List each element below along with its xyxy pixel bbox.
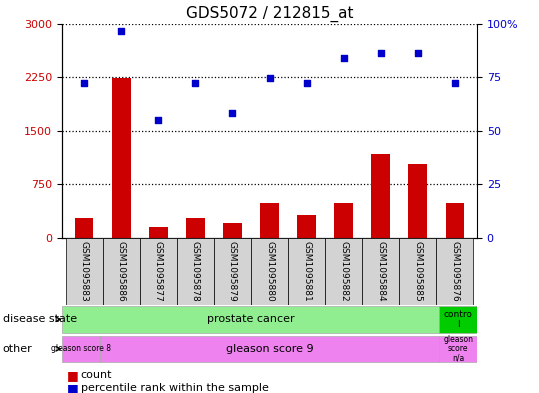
Bar bbox=[100, 336, 439, 362]
Text: GSM1095878: GSM1095878 bbox=[191, 241, 200, 301]
Text: GSM1095880: GSM1095880 bbox=[265, 241, 274, 301]
Text: GSM1095885: GSM1095885 bbox=[413, 241, 422, 301]
Bar bbox=[334, 203, 353, 238]
Bar bbox=[288, 238, 325, 305]
Point bbox=[265, 75, 274, 81]
Point bbox=[191, 80, 199, 86]
Text: gleason score 9: gleason score 9 bbox=[226, 344, 313, 354]
Text: gleason score 8: gleason score 8 bbox=[51, 344, 111, 353]
Bar bbox=[149, 227, 168, 238]
Text: percentile rank within the sample: percentile rank within the sample bbox=[81, 383, 269, 393]
Title: GDS5072 / 212815_at: GDS5072 / 212815_at bbox=[186, 6, 353, 22]
Text: GSM1095877: GSM1095877 bbox=[154, 241, 163, 301]
Bar bbox=[439, 336, 477, 362]
Bar bbox=[177, 238, 214, 305]
Point bbox=[80, 80, 88, 86]
Bar bbox=[436, 238, 473, 305]
Bar bbox=[260, 203, 279, 238]
Text: other: other bbox=[3, 344, 32, 354]
Text: GSM1095886: GSM1095886 bbox=[117, 241, 126, 301]
Text: count: count bbox=[81, 370, 112, 380]
Bar bbox=[446, 203, 464, 238]
Text: GSM1095879: GSM1095879 bbox=[228, 241, 237, 301]
Point bbox=[228, 110, 237, 116]
Bar bbox=[371, 154, 390, 238]
Bar bbox=[409, 164, 427, 238]
Text: contro
l: contro l bbox=[444, 310, 473, 329]
Bar bbox=[325, 238, 362, 305]
Bar bbox=[399, 238, 436, 305]
Point bbox=[117, 28, 126, 34]
Point bbox=[376, 50, 385, 56]
Bar bbox=[362, 238, 399, 305]
Bar bbox=[251, 238, 288, 305]
Bar bbox=[66, 238, 103, 305]
Bar bbox=[112, 78, 130, 238]
Text: GSM1095881: GSM1095881 bbox=[302, 241, 311, 301]
Bar bbox=[439, 306, 477, 332]
Bar bbox=[140, 238, 177, 305]
Bar bbox=[103, 238, 140, 305]
Text: GSM1095882: GSM1095882 bbox=[339, 241, 348, 301]
Bar bbox=[62, 336, 100, 362]
Text: ■: ■ bbox=[67, 382, 79, 393]
Text: GSM1095884: GSM1095884 bbox=[376, 241, 385, 301]
Point bbox=[451, 80, 459, 86]
Bar bbox=[298, 215, 316, 238]
Text: ■: ■ bbox=[67, 369, 79, 382]
Text: gleason
score
n/a: gleason score n/a bbox=[443, 334, 473, 363]
Point bbox=[340, 55, 348, 61]
Bar bbox=[223, 224, 241, 238]
Text: GSM1095876: GSM1095876 bbox=[450, 241, 459, 301]
Bar bbox=[186, 219, 205, 238]
Text: disease state: disease state bbox=[3, 314, 77, 324]
Text: prostate cancer: prostate cancer bbox=[207, 314, 294, 324]
Point bbox=[302, 80, 311, 86]
Bar bbox=[75, 219, 93, 238]
Text: GSM1095883: GSM1095883 bbox=[80, 241, 89, 301]
Bar bbox=[214, 238, 251, 305]
Point bbox=[154, 117, 163, 123]
Point bbox=[413, 50, 422, 56]
